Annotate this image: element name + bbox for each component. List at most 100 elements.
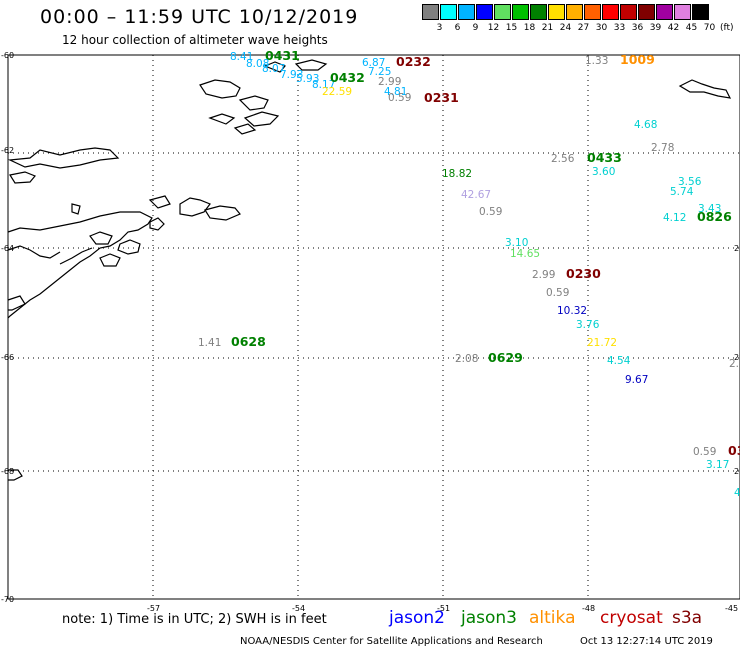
wave-height-value: 2.78: [651, 142, 674, 154]
wave-height-value: 8.17: [312, 79, 335, 91]
scale-swatch: [512, 4, 529, 20]
pass-time-label: 03: [728, 443, 740, 458]
pass-time-label: 0431: [265, 48, 300, 63]
latitude-label: -70: [1, 595, 14, 604]
wave-height-value: 3.10: [505, 237, 528, 249]
wave-height-value: 5.74: [670, 186, 694, 198]
legend-item-jason2: jason2: [389, 608, 445, 628]
page-subtitle: 12 hour collection of altimeter wave hei…: [62, 33, 328, 47]
scale-swatch: [494, 4, 511, 20]
scale-label: 42: [667, 23, 680, 33]
pass-time-label: 0232: [396, 54, 431, 69]
legend-item-cryosat: cryosat: [600, 608, 663, 628]
scale-label: 33: [613, 23, 626, 33]
scale-swatch: [476, 4, 493, 20]
pass-time-label: 0826: [697, 209, 732, 224]
pass-time-label: 0432: [330, 70, 365, 85]
credit-line: NOAA/NESDIS Center for Satellite Applica…: [240, 636, 543, 647]
scale-swatch: [458, 4, 475, 20]
wave-height-value: 2.08: [455, 353, 478, 365]
wave-height-value: 1.41: [198, 337, 221, 349]
scale-swatch: [602, 4, 619, 20]
legend-item-s3a: s3a: [672, 608, 703, 628]
longitude-label: -48: [582, 604, 595, 613]
scale-swatch: [692, 4, 709, 20]
wave-height-value: 21.72: [587, 337, 617, 349]
scale-swatch: [530, 4, 547, 20]
wave-height-value: 4.81: [384, 86, 407, 98]
wave-height-value: 14.65: [510, 248, 540, 260]
wave-height-value: 8.07: [262, 63, 285, 75]
longitude-label: -57: [147, 604, 160, 613]
scale-label: 18: [523, 23, 536, 33]
scale-label: 36: [631, 23, 644, 33]
wave-height-value: 4: [734, 487, 740, 499]
scale-swatch: [440, 4, 457, 20]
scale-label: 24: [559, 23, 572, 33]
pass-time-label: 0628: [231, 334, 266, 349]
wave-height-value: 2.99: [532, 269, 555, 281]
longitude-label: -54: [292, 604, 305, 613]
wave-height-value: 1.33: [585, 55, 608, 67]
wave-height-value: 9.67: [625, 374, 648, 386]
wave-height-value: 0.59: [546, 287, 569, 299]
scale-swatch: [620, 4, 637, 20]
wave-height-value: 42.67: [461, 189, 491, 201]
legend-item-jason3: jason3: [461, 608, 517, 628]
scale-label: 3: [436, 23, 443, 33]
scale-swatch: [638, 4, 655, 20]
generated-timestamp: Oct 13 12:27:14 UTC 2019: [580, 636, 713, 647]
graticule: [8, 55, 740, 599]
wave-height-value: 5.93: [296, 73, 319, 85]
wave-height-value: 3.56: [678, 176, 702, 188]
wave-height-value: 3.43: [698, 203, 721, 215]
longitude-label: -45: [725, 604, 738, 613]
page-title: 00:00 – 11:59 UTC 10/12/2019: [40, 6, 359, 28]
longitude-label: -51: [437, 604, 450, 613]
map-frame: [7, 54, 740, 600]
scale-label: 39: [649, 23, 662, 33]
scale-label: 45: [685, 23, 698, 33]
wave-height-value: 18.82: [442, 168, 472, 180]
scale-label: 12: [487, 23, 500, 33]
pass-time-label: 0230: [566, 266, 601, 281]
wave-height-value: 2.: [729, 358, 739, 370]
scale-label: 21: [541, 23, 554, 33]
pass-time-label: 0433: [587, 150, 622, 165]
axis-labels: -60 -62 -64 -66 -68 -70 -57 -54 -51 -48 -45 2 2 2: [1, 51, 739, 613]
wave-height-value: 3.60: [592, 166, 615, 178]
wave-height-value: 2.99: [378, 76, 401, 88]
latitude-label: -64: [1, 244, 14, 253]
pass-time-label: 1009: [620, 52, 655, 67]
scale-label: 30: [595, 23, 608, 33]
wave-height-value: 0.59: [388, 92, 411, 104]
wave-height-value: 22.59: [322, 86, 352, 98]
scale-swatch: [584, 4, 601, 20]
right-latitude-label: 2: [734, 467, 739, 476]
scale-swatch: [548, 4, 565, 20]
wave-height-value: 8.08: [246, 58, 269, 70]
wave-height-value: 4.68: [634, 119, 657, 131]
scale-label: 27: [577, 23, 590, 33]
pass-time-label: 0629: [488, 350, 523, 365]
scale-label: 70: [703, 23, 716, 33]
coastline: [7, 59, 732, 481]
scale-unit: (ft): [720, 23, 734, 33]
wave-height-value: 0.59: [479, 206, 502, 218]
wave-height-value: 8.41: [230, 51, 253, 63]
wave-height-value: 7.93: [280, 69, 303, 81]
scale-swatch: [422, 4, 439, 20]
wave-height-value: 3.17: [706, 459, 729, 471]
latitude-label: -60: [1, 51, 14, 60]
footnote: note: 1) Time is in UTC; 2) SWH is in fe…: [62, 612, 327, 627]
scale-label: 15: [505, 23, 518, 33]
wave-height-value: 6.87: [362, 57, 385, 69]
wave-height-value: 3.76: [576, 319, 600, 331]
legend-item-altika: altika: [529, 608, 576, 628]
latitude-label: -66: [1, 353, 14, 362]
wave-height-value: 4.54: [607, 355, 631, 367]
scale-swatch: [566, 4, 583, 20]
wave-height-value: 7.25: [368, 66, 391, 78]
right-latitude-label: 2: [734, 353, 739, 362]
